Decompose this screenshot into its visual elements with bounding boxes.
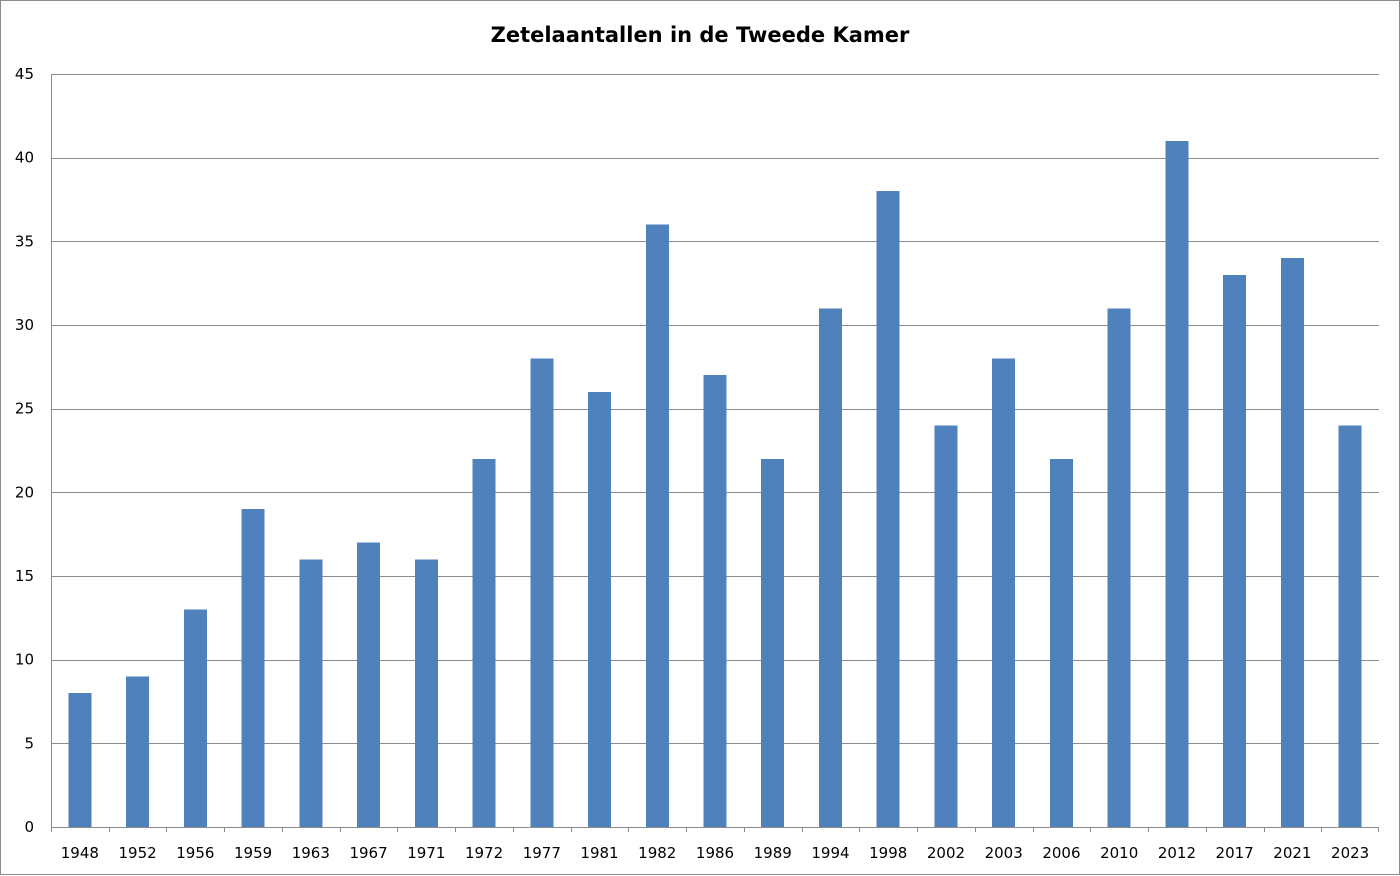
bar-1963 xyxy=(299,559,323,827)
bar-1981 xyxy=(588,391,611,827)
y-tick-label: 20 xyxy=(15,483,34,501)
bar-2021 xyxy=(1280,258,1304,828)
bar-1986 xyxy=(703,375,727,827)
y-axis-ticks: 0 5 10 15 20 25 30 35 40 45 xyxy=(15,65,34,836)
x-tick-label: 2012 xyxy=(1158,844,1196,862)
y-tick-label: 40 xyxy=(15,149,34,167)
x-axis-ticks: 1948 1952 1956 1959 1963 1967 1971 1972 1977 1981… xyxy=(51,827,1379,862)
bar-2012 xyxy=(1165,140,1189,827)
bar-1998 xyxy=(876,191,900,828)
x-tick-label: 1948 xyxy=(61,844,99,862)
x-tick-label: 1998 xyxy=(869,844,907,862)
x-tick-label: 2006 xyxy=(1042,844,1080,862)
y-tick-label: 15 xyxy=(15,567,34,585)
bar-1959 xyxy=(241,509,265,827)
bar-2006 xyxy=(1049,458,1073,827)
x-tick-label: 1959 xyxy=(234,844,272,862)
x-tick-label: 1956 xyxy=(176,844,214,862)
bar-2002 xyxy=(934,425,958,827)
bar-1989 xyxy=(761,458,785,827)
y-tick-label: 45 xyxy=(15,65,34,83)
y-tick-label: 35 xyxy=(15,232,34,250)
bar-1971 xyxy=(414,559,438,827)
bar-1972 xyxy=(472,458,496,827)
x-tick-label: 1963 xyxy=(292,844,330,862)
x-tick-label: 1971 xyxy=(407,844,445,862)
bar-2003 xyxy=(992,358,1016,827)
x-tick-label: 2003 xyxy=(985,844,1023,862)
y-tick-label: 0 xyxy=(24,818,34,836)
bar-1967 xyxy=(357,542,381,827)
y-tick-label: 30 xyxy=(15,316,34,334)
bars xyxy=(68,140,1362,828)
x-tick-label: 1952 xyxy=(119,844,157,862)
x-tick-label: 1967 xyxy=(349,844,387,862)
chart-title: Zetelaantallen in de Tweede Kamer xyxy=(491,23,910,47)
x-tick-label: 2017 xyxy=(1216,844,1254,862)
x-tick-label: 1994 xyxy=(811,844,849,862)
x-tick-label: 2021 xyxy=(1273,844,1311,862)
x-tick-label: 1982 xyxy=(638,844,676,862)
bar-2023 xyxy=(1338,425,1362,827)
bar-1956 xyxy=(183,609,207,827)
x-tick-label: 1972 xyxy=(465,844,503,862)
x-tick-label: 2023 xyxy=(1331,844,1369,862)
y-tick-label: 5 xyxy=(24,734,34,752)
x-tick-label: 1981 xyxy=(580,844,618,862)
x-tick-label: 1986 xyxy=(696,844,734,862)
y-tick-label: 25 xyxy=(15,400,34,418)
bar-1982 xyxy=(645,224,669,828)
x-tick-label: 1977 xyxy=(523,844,561,862)
bar-1977 xyxy=(530,358,554,827)
y-tick-label: 10 xyxy=(15,651,34,669)
x-tick-label: 2002 xyxy=(927,844,965,862)
bar-1948 xyxy=(68,693,92,827)
bar-2017 xyxy=(1223,274,1247,827)
bar-2010 xyxy=(1107,308,1131,827)
bar-1994 xyxy=(819,308,842,827)
x-tick-label: 1989 xyxy=(754,844,792,862)
bar-1952 xyxy=(126,676,150,827)
x-tick-label: 2010 xyxy=(1100,844,1138,862)
